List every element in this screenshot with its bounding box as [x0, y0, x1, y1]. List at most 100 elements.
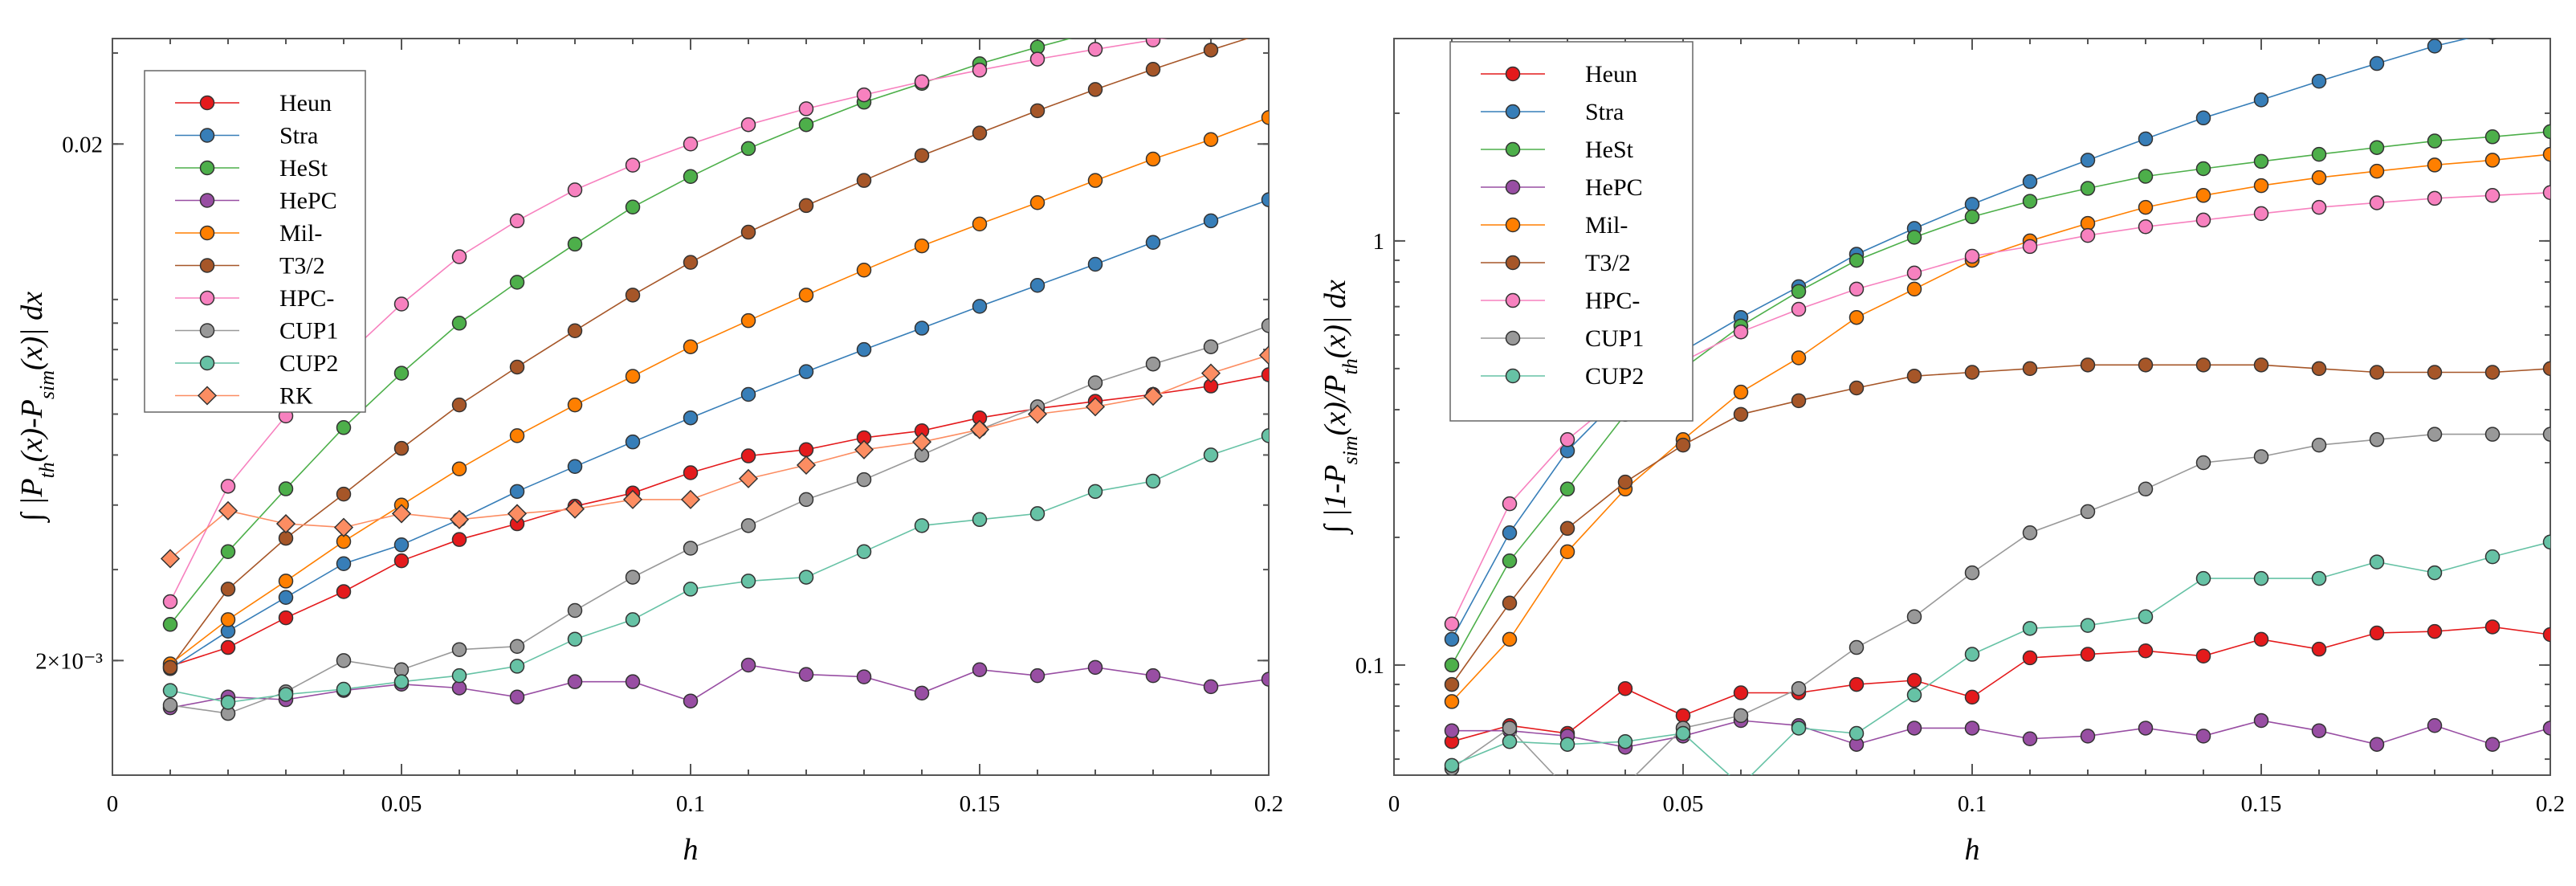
- legend-marker: [199, 95, 215, 111]
- data-point-t3-2: [1964, 365, 1980, 380]
- data-point-t3-2: [567, 323, 583, 338]
- data-point-cup2: [1203, 447, 1219, 463]
- data-point-cup2: [1906, 687, 1922, 703]
- data-point-rk: [449, 509, 470, 529]
- data-point-mil: [1791, 350, 1807, 365]
- data-point-cup1: [1502, 721, 1518, 736]
- data-point-heun: [2311, 641, 2327, 657]
- data-point-mil: [2542, 146, 2550, 162]
- data-point-cup2: [1734, 778, 1748, 792]
- data-point-hepc: [1145, 668, 1161, 684]
- data-point-t3-2: [1087, 82, 1103, 97]
- legend-label: CUP2: [279, 350, 338, 377]
- data-point-cup1: [1906, 609, 1922, 625]
- legend-item-stra: Stra: [1481, 99, 1624, 125]
- legend-item-cup1: CUP1: [1481, 325, 1644, 352]
- data-point-cup2: [683, 582, 699, 597]
- legend-marker: [199, 193, 215, 208]
- data-point-hest: [1964, 209, 1980, 225]
- data-point-cup2: [2427, 565, 2443, 581]
- data-point-stra: [1145, 235, 1161, 250]
- legend-label: T3/2: [1585, 250, 1631, 276]
- data-point-t3-2: [683, 255, 699, 270]
- legend-box: [1449, 41, 1694, 422]
- data-point-hpc: [2369, 195, 2385, 210]
- legend-label: Heun: [279, 90, 332, 116]
- series-rk: [160, 345, 1269, 569]
- data-point-stra: [625, 434, 641, 450]
- data-point-t3-2: [1848, 380, 1865, 396]
- series-hpc: [162, 39, 1214, 610]
- data-point-cup1: [2311, 437, 2327, 453]
- data-point-stra: [914, 321, 930, 336]
- legend-item-stra: Stra: [175, 123, 318, 149]
- data-point-t3-2: [2138, 357, 2154, 373]
- data-point-cup2: [2080, 618, 2096, 633]
- legend-item-cup1: CUP1: [175, 318, 338, 345]
- data-point-cup2: [336, 681, 352, 697]
- data-point-hpc: [2080, 227, 2096, 243]
- data-point-cup2: [972, 512, 988, 528]
- legend-label: Heun: [1585, 61, 1637, 88]
- y-axis-label: ∫ |1-Psim(x)/Pth(x)| dx: [1319, 280, 1362, 535]
- data-point-cup2: [2311, 570, 2327, 586]
- data-point-hest: [1147, 10, 1160, 24]
- data-point-t3-2: [451, 397, 467, 413]
- data-point-cup1: [1791, 680, 1807, 696]
- data-point-hpc: [220, 479, 236, 494]
- data-point-hpc: [1559, 432, 1575, 447]
- data-point-t3-2: [1502, 595, 1518, 611]
- data-point-stra: [509, 484, 525, 500]
- data-point-hest: [2253, 153, 2269, 169]
- y-axis-label: ∫ |Pth(x)-Psim(x)| dx: [15, 292, 59, 523]
- series-hest: [1444, 124, 2550, 673]
- data-point-hpc: [1145, 39, 1161, 47]
- legend-item-hepc: HePC: [175, 188, 337, 214]
- data-point-hest: [798, 116, 814, 133]
- data-point-hpc: [856, 87, 872, 103]
- data-point-hest: [2427, 133, 2443, 149]
- data-point-t3-2: [162, 659, 178, 676]
- data-point-cup1: [509, 639, 525, 654]
- series-line-cup2: [1451, 541, 2550, 775]
- y-tick-label: 0.1: [1355, 653, 1384, 679]
- data-point-hepc: [1029, 668, 1045, 684]
- data-point-mil: [2195, 188, 2211, 203]
- data-point-rk: [1200, 363, 1221, 383]
- legend-box: [144, 70, 366, 413]
- series-t3-2: [162, 39, 1269, 676]
- data-point-t3-2: [2427, 365, 2443, 380]
- data-point-cup2: [2022, 621, 2038, 636]
- legend-label: CUP1: [1585, 325, 1644, 352]
- legend-marker: [1505, 217, 1521, 233]
- data-point-stra: [1964, 197, 1980, 212]
- data-point-t3-2: [2253, 357, 2269, 373]
- data-point-stra: [2488, 39, 2497, 40]
- series-line-heun: [1451, 626, 2550, 742]
- data-point-heun: [1906, 672, 1922, 688]
- data-point-hpc: [2484, 188, 2501, 203]
- legend-item-mil: Mil-: [1481, 212, 1628, 239]
- y-tick-label: 2×10⁻³: [35, 648, 103, 674]
- data-point-mil: [1733, 384, 1749, 400]
- data-point-t3-2: [2542, 361, 2550, 377]
- data-point-t3-2: [2022, 361, 2038, 377]
- data-point-stra: [2138, 131, 2154, 147]
- data-point-cup1: [1848, 639, 1865, 655]
- legend-marker: [1505, 255, 1521, 271]
- data-point-rk: [275, 513, 296, 534]
- legend-marker: [197, 386, 218, 406]
- data-point-hpc: [567, 182, 583, 198]
- data-point-mil: [914, 238, 930, 254]
- data-point-t3-2: [972, 125, 988, 141]
- data-point-t3-2: [336, 486, 352, 502]
- legend-item-t3-2: T3/2: [175, 253, 325, 280]
- legend-label: CUP1: [279, 318, 338, 345]
- data-point-mil: [1559, 544, 1575, 560]
- data-point-hpc: [162, 594, 178, 610]
- legend: Heun Stra HeSt HePC Mil- T3/2 HPC- CUP1 CUP2: [1449, 41, 1694, 422]
- data-point-hpc: [509, 213, 525, 229]
- data-point-hest: [220, 544, 236, 559]
- y-tick-label: 1: [1373, 229, 1385, 255]
- data-point-heun: [451, 532, 467, 547]
